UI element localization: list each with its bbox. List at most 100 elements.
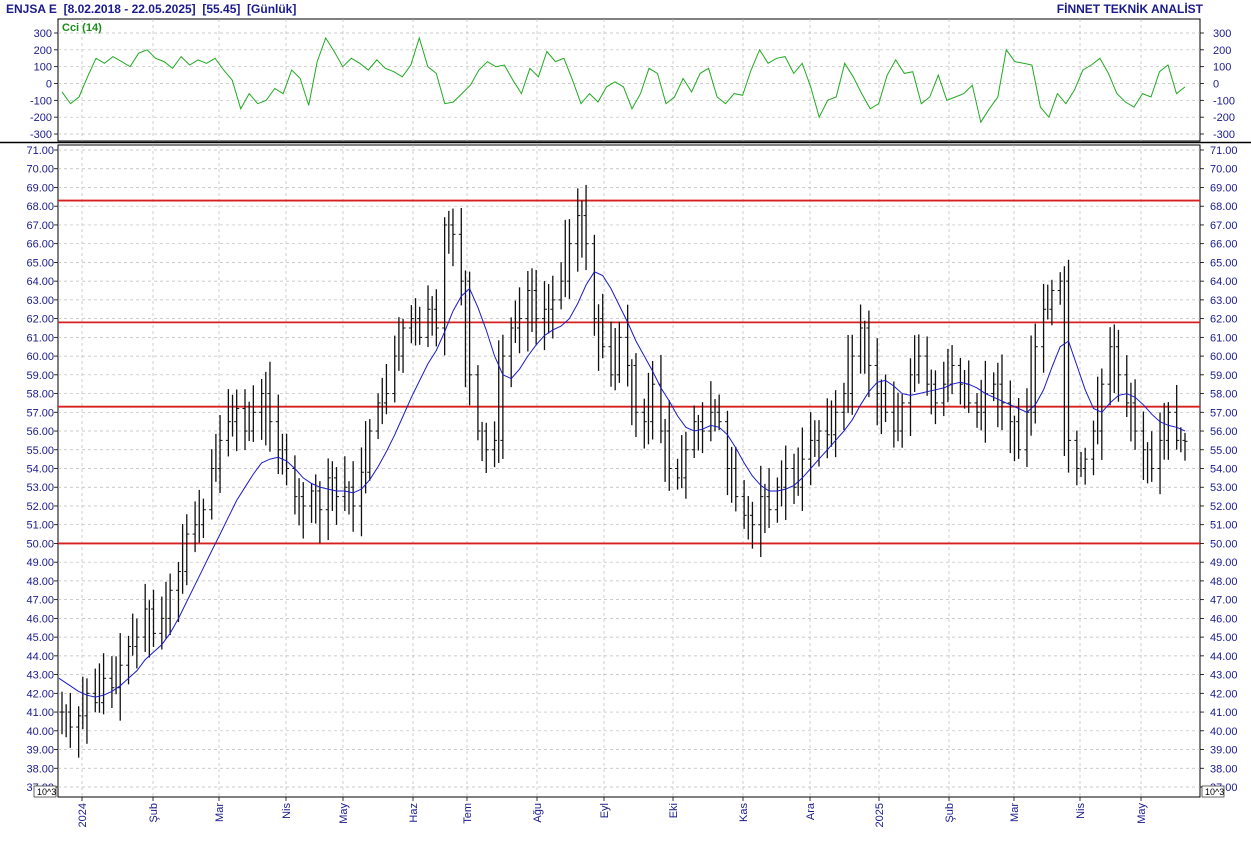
price-tick-label: 48.00 [26, 576, 54, 588]
price-tick-label: 44.00 [1210, 651, 1238, 663]
cci-tick-label: -300 [1213, 129, 1235, 141]
price-tick-label: 63.00 [26, 295, 54, 307]
price-tick-label: 70.00 [1210, 164, 1238, 176]
price-tick-label: 71.00 [1210, 145, 1238, 157]
price-y-axis-right: 71.00 70.00 69.00 68.00 67.00 66.00 65.00 64.00… [1200, 145, 1238, 794]
price-tick-label: 71.00 [26, 145, 54, 157]
cci-y-axis-left: 300 200 100 0 -100 -200 -300 [30, 28, 58, 141]
price-tick-label: 59.00 [1210, 370, 1238, 382]
price-tick-label: 55.00 [1210, 445, 1238, 457]
price-tick-label: 40.00 [26, 726, 54, 738]
price-tick-label: 39.00 [1210, 745, 1238, 757]
price-tick-label: 62.00 [26, 314, 54, 326]
price-tick-label: 64.00 [1210, 276, 1238, 288]
price-tick-label: 49.00 [26, 557, 54, 569]
cci-series-label: Cci (14) [62, 22, 102, 34]
price-tick-label: 51.00 [1210, 520, 1238, 532]
unit-label-left: 10^3 [37, 787, 56, 797]
x-tick-label: Mar [214, 803, 226, 822]
x-tick-label: May [1136, 803, 1148, 824]
price-tick-label: 47.00 [26, 595, 54, 607]
cci-tick-label: -200 [1213, 112, 1235, 124]
price-tick-label: 61.00 [1210, 332, 1238, 344]
price-tick-label: 67.00 [26, 220, 54, 232]
price-tick-label: 39.00 [26, 745, 54, 757]
ohlc-bars [59, 184, 1188, 758]
cci-tick-label: 200 [34, 45, 52, 57]
x-axis-month-labels: 2024 Şub Mar Nis May Haz Tem Ağu Eyl Eki Kas Ara 202… [77, 797, 1148, 827]
unit-box-right [1201, 785, 1225, 798]
price-tick-label: 60.00 [26, 351, 54, 363]
price-tick-label: 49.00 [1210, 557, 1238, 569]
price-y-axis-left: 71.00 70.00 69.00 68.00 67.00 66.00 65.00 64.00… [26, 145, 58, 794]
price-tick-label: 44.00 [26, 651, 54, 663]
cci-line [61, 36, 1186, 124]
x-tick-label: 2025 [874, 803, 886, 827]
price-tick-label: 50.00 [26, 538, 54, 550]
x-tick-label: Nis [281, 803, 293, 819]
price-tick-label: 65.00 [26, 257, 54, 269]
price-tick-label: 46.00 [26, 613, 54, 625]
price-tick-label: 46.00 [1210, 613, 1238, 625]
cci-panel [57, 18, 1201, 142]
x-tick-label: Ağu [532, 803, 544, 823]
price-tick-label: 43.00 [26, 670, 54, 682]
price-tick-label: 58.00 [26, 389, 54, 401]
price-tick-label: 54.00 [26, 464, 54, 476]
price-tick-label: 69.00 [1210, 182, 1238, 194]
price-tick-label: 67.00 [1210, 220, 1238, 232]
price-tick-label: 52.00 [26, 501, 54, 513]
cci-tick-label: -100 [1213, 95, 1235, 107]
price-tick-label: 52.00 [1210, 501, 1238, 513]
price-tick-label: 45.00 [1210, 632, 1238, 644]
x-tick-label: 2024 [77, 803, 89, 827]
price-tick-label: 57.00 [26, 407, 54, 419]
price-tick-label: 61.00 [26, 332, 54, 344]
price-tick-label: 43.00 [1210, 670, 1238, 682]
price-tick-label: 45.00 [26, 632, 54, 644]
price-panel [57, 144, 1201, 798]
price-tick-label: 63.00 [1210, 295, 1238, 307]
price-tick-label: 38.00 [26, 763, 54, 775]
x-tick-label: Eki [668, 803, 680, 818]
price-tick-label: 51.00 [26, 520, 54, 532]
x-tick-label: Haz [408, 803, 420, 823]
price-tick-label: 60.00 [1210, 351, 1238, 363]
price-tick-label: 64.00 [26, 276, 54, 288]
chart-header-left: ENJSA E [8.02.2018 - 22.05.2025] [55.45]… [6, 2, 297, 16]
price-tick-label: 68.00 [1210, 201, 1238, 213]
price-tick-label: 50.00 [1210, 538, 1238, 550]
unit-box-left [33, 785, 57, 798]
x-tick-label: May [338, 803, 350, 824]
price-tick-label: 54.00 [1210, 464, 1238, 476]
cci-tick-label: 100 [34, 62, 52, 74]
x-tick-label: Şub [148, 803, 160, 823]
cci-tick-label: 0 [1213, 79, 1219, 91]
unit-label-right: 10^3 [1205, 787, 1224, 797]
price-tick-label: 55.00 [26, 445, 54, 457]
price-tick-label: 42.00 [26, 688, 54, 700]
price-tick-label: 56.00 [26, 426, 54, 438]
cci-tick-label: -100 [30, 95, 52, 107]
x-tick-label: Mar [1009, 803, 1021, 822]
x-tick-label: Nis [1075, 803, 1087, 819]
x-tick-label: Şub [944, 803, 956, 823]
price-tick-label: 48.00 [1210, 576, 1238, 588]
cci-tick-label: -200 [30, 112, 52, 124]
price-tick-label: 38.00 [1210, 763, 1238, 775]
x-tick-label: Ara [805, 802, 817, 820]
price-tick-label: 62.00 [1210, 314, 1238, 326]
price-tick-label: 40.00 [1210, 726, 1238, 738]
price-tick-label: 41.00 [26, 707, 54, 719]
price-tick-label: 47.00 [1210, 595, 1238, 607]
price-tick-label: 53.00 [26, 482, 54, 494]
price-tick-label: 58.00 [1210, 389, 1238, 401]
cci-y-axis-right: 300 200 100 0 -100 -200 -300 [1200, 28, 1235, 141]
price-tick-label: 66.00 [1210, 239, 1238, 251]
moving-average-line [58, 271, 1186, 698]
price-tick-label: 42.00 [1210, 688, 1238, 700]
price-tick-label: 69.00 [26, 182, 54, 194]
price-tick-label: 56.00 [1210, 426, 1238, 438]
cci-tick-label: 300 [34, 28, 52, 40]
